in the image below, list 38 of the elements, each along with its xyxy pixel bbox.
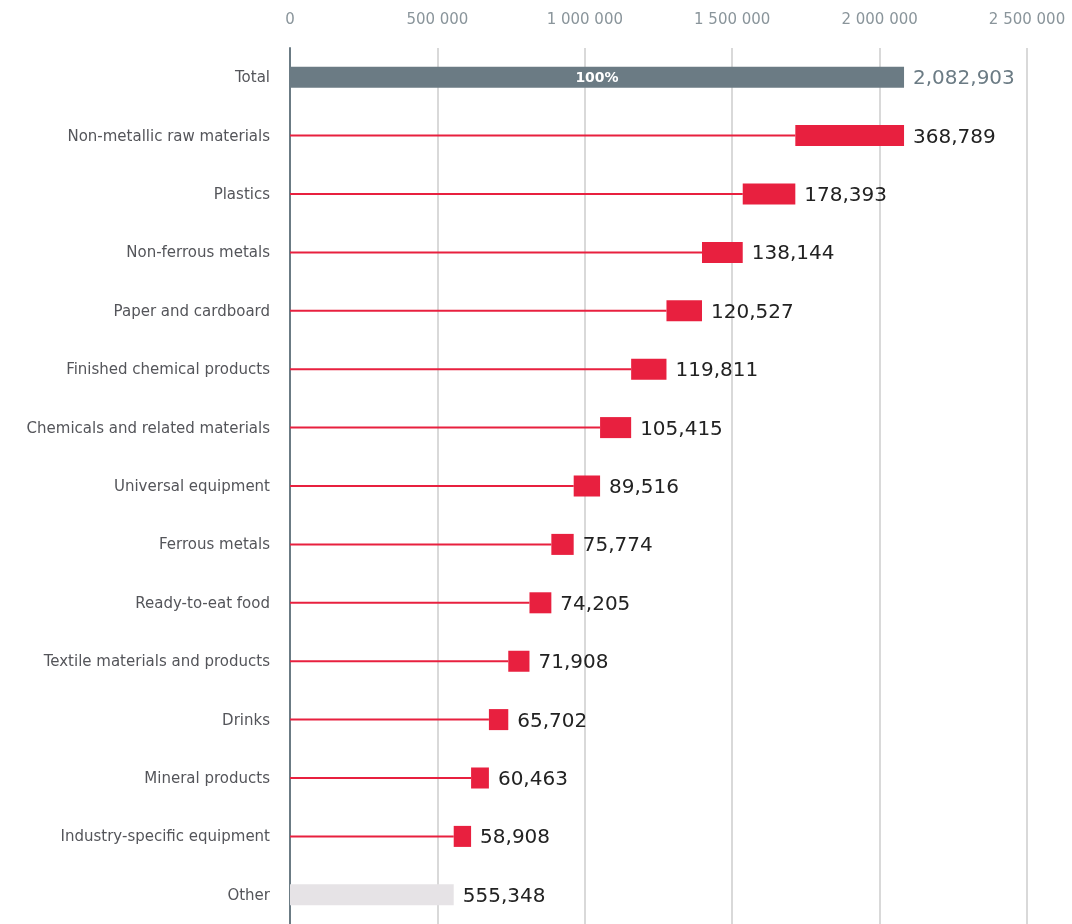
data-label: 368,789 <box>913 123 996 148</box>
x-tick-label: 2 500 000 <box>988 9 1066 28</box>
data-label: 74,205 <box>560 590 631 615</box>
data-label: 178,393 <box>804 182 888 206</box>
y-tick-label: Paper and cardboard <box>113 301 270 320</box>
y-tick-label: Chemicals and related materials <box>26 418 271 437</box>
annotation: 100% <box>575 69 619 86</box>
y-tick-label: Other <box>227 885 271 904</box>
y-tick-label: Ferrous metals <box>159 535 271 554</box>
data-label: 89,516 <box>609 474 680 498</box>
y-tick-label: Textile materials and products <box>42 652 271 671</box>
y-tick-label: Mineral products <box>144 769 271 787</box>
data-label: 65,702 <box>517 707 588 732</box>
data-label: 120,527 <box>711 298 794 323</box>
data-label: 119,811 <box>675 357 759 382</box>
x-tick-label: 1 500 000 <box>694 9 771 28</box>
data-label: 138,144 <box>751 240 835 265</box>
y-tick-label: Plastics <box>213 185 271 203</box>
bar <box>290 884 454 906</box>
x-tick-label: 1 000 000 <box>546 9 623 28</box>
y-tick-label: Non-ferrous metals <box>126 243 271 262</box>
y-tick-label: Finished chemical products <box>66 360 271 379</box>
data-label: 58,908 <box>480 824 551 849</box>
data-label: 60,463 <box>497 766 568 790</box>
y-tick-label: Ready-to-eat food <box>135 593 270 612</box>
y-tick-label: Non-metallic raw materials <box>67 126 271 145</box>
data-label: 2,082,903 <box>913 65 1015 90</box>
x-tick-label: 2 000 000 <box>841 9 918 28</box>
y-tick-label: Universal equipment <box>113 477 271 495</box>
data-label: 105,415 <box>640 415 723 440</box>
data-label: 75,774 <box>582 532 653 557</box>
data-label: 71,908 <box>538 649 609 674</box>
data-label: 555,348 <box>462 882 546 907</box>
y-tick-label: Total <box>233 68 270 87</box>
x-tick-label: 500 000 <box>406 9 469 28</box>
y-tick-label: Drinks <box>222 710 271 729</box>
x-tick-label: 0 <box>285 9 295 28</box>
y-tick-label: Industry-specific equipment <box>60 827 271 846</box>
